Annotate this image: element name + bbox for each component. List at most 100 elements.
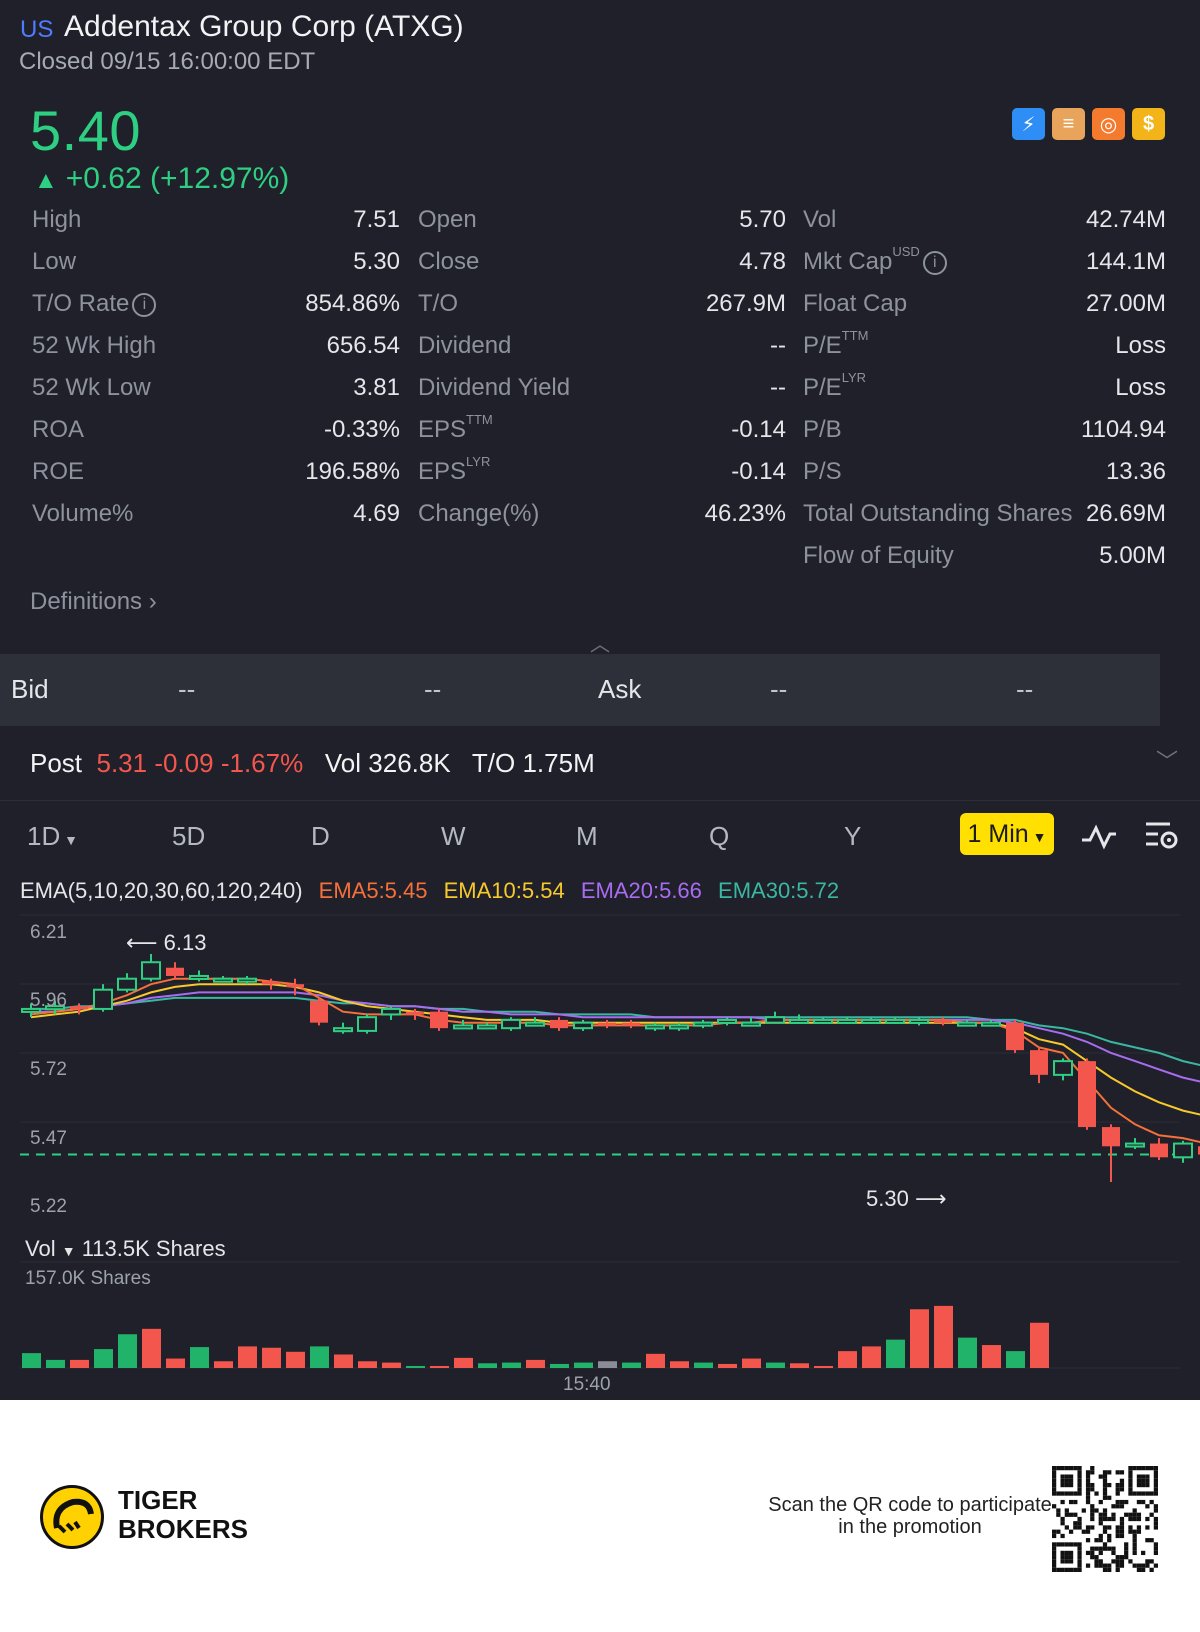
qr-module: [1068, 1499, 1074, 1505]
qr-module: [1132, 1516, 1137, 1522]
interval-label: 1 Min: [967, 820, 1029, 848]
qr-module: [1094, 1508, 1099, 1513]
tab-5d[interactable]: 5D: [172, 821, 206, 851]
candle-body: [789, 1018, 809, 1024]
qr-module: [1077, 1516, 1082, 1522]
qr-module: [1060, 1474, 1065, 1479]
qr-module: [1153, 1550, 1158, 1556]
post-market-row[interactable]: Post 5.31 -0.09 -1.67% Vol 326.8K T/O 1.…: [30, 748, 595, 779]
flash-icon[interactable]: ⚡: [1012, 108, 1045, 140]
usd-sup: USD: [892, 244, 920, 259]
stat-value: -0.33%: [323, 416, 400, 443]
y-tick-label: 6.21: [30, 922, 67, 943]
stat-label: EPS: [418, 458, 467, 485]
stats-row: ROE 196.58% EPSLYR -0.14 P/S 13.36: [0, 454, 1200, 488]
qr-module: [1119, 1499, 1125, 1505]
stats-row: 52 Wk Low 3.81 Dividend Yield -- P/ELYR …: [0, 370, 1200, 404]
tab-q[interactable]: Q: [709, 821, 730, 851]
volume-bar: [670, 1361, 689, 1368]
stat-label: Mkt Cap: [803, 248, 893, 275]
qr-module: [1060, 1478, 1065, 1483]
qr-module: [1136, 1482, 1142, 1488]
stats-row: Flow of Equity 5.00M: [0, 542, 1200, 572]
qr-module: [1077, 1563, 1082, 1568]
stat-label: Vol: [803, 206, 837, 233]
candle-body: [166, 967, 184, 976]
qr-module: [1136, 1516, 1142, 1522]
qr-module: [1052, 1474, 1057, 1479]
stat-label: EPS: [418, 416, 467, 443]
volume-bar: [142, 1328, 161, 1368]
candle-body: [957, 1021, 977, 1027]
caret-down-icon: ▼: [60, 832, 78, 848]
qr-module: [1052, 1550, 1057, 1556]
volume-bar: [238, 1346, 257, 1368]
qr-module: [1073, 1499, 1078, 1505]
qr-module: [1085, 1470, 1091, 1475]
stats-row: ROA -0.33% EPSTTM -0.14 P/B 1104.94: [0, 412, 1200, 446]
tab-y[interactable]: Y: [844, 821, 862, 851]
qr-module: [1052, 1470, 1057, 1475]
qr-module: [1111, 1546, 1116, 1551]
qr-module: [1153, 1508, 1158, 1513]
stat-label: Float Cap: [803, 290, 908, 317]
qr-module: [1107, 1538, 1112, 1543]
qr-module: [1124, 1550, 1129, 1556]
tab-1d[interactable]: 1D ▼: [27, 821, 78, 852]
qr-module: [1085, 1482, 1091, 1488]
high-marker: ⟵ 6.13: [126, 930, 207, 956]
candle-body: [117, 977, 137, 991]
chevron-right-icon: ›: [148, 588, 157, 615]
info-icon[interactable]: i: [132, 292, 157, 317]
qr-module: [1098, 1512, 1103, 1517]
indicator-icon[interactable]: [1080, 820, 1118, 850]
promo-text: Scan the QR code to participate in the p…: [768, 1494, 1052, 1538]
ttm-sup: TTM: [466, 412, 493, 427]
volume-bar: [430, 1365, 449, 1368]
candle-body: [1150, 1143, 1168, 1158]
qr-module: [1052, 1533, 1057, 1539]
qr-module: [1060, 1533, 1065, 1539]
qr-module: [1052, 1542, 1057, 1547]
ema-legend[interactable]: EMA(5,10,20,30,60,120,240) EMA5:5.45 EMA…: [20, 878, 849, 904]
qr-module: [1153, 1546, 1158, 1551]
stat-label: P/B: [803, 416, 842, 443]
y-tick-label: 5.22: [30, 1196, 67, 1217]
volume-bar: [166, 1358, 185, 1368]
ask-price: --: [770, 674, 788, 704]
tab-d[interactable]: D: [311, 821, 330, 851]
definitions-link[interactable]: Definitions ›: [30, 588, 157, 616]
tab-w[interactable]: W: [441, 821, 466, 851]
qr-module: [1107, 1516, 1112, 1522]
qr-module: [1052, 1559, 1057, 1564]
interval-select[interactable]: 1 Min ▼: [960, 813, 1054, 855]
qr-code-icon[interactable]: [1052, 1466, 1158, 1572]
tab-m[interactable]: M: [576, 821, 598, 851]
qr-module: [1056, 1542, 1061, 1547]
qr-module: [1153, 1521, 1158, 1526]
qr-module: [1128, 1466, 1133, 1471]
chart-settings-icon[interactable]: [1144, 818, 1180, 852]
qr-module: [1085, 1499, 1091, 1505]
vol-current: 113.5K Shares: [81, 1236, 226, 1261]
qr-module: [1124, 1542, 1129, 1547]
stat-value: Loss: [1115, 374, 1166, 401]
chevron-down-icon[interactable]: ﹀: [1156, 749, 1179, 774]
qr-module: [1115, 1525, 1120, 1530]
ema5-label: EMA5:5.45: [318, 878, 428, 903]
volume-legend[interactable]: Vol ▼ 113.5K Shares: [25, 1236, 226, 1262]
candle-body: [213, 977, 233, 983]
qr-module: [1145, 1559, 1150, 1564]
chevron-up-icon[interactable]: ︿: [590, 634, 610, 656]
qr-module: [1102, 1529, 1108, 1534]
price-chart[interactable]: [0, 900, 1200, 1400]
stack-icon[interactable]: ≡: [1052, 108, 1085, 140]
qr-module: [1132, 1508, 1137, 1513]
dollar-icon[interactable]: $: [1132, 108, 1165, 140]
post-price: 5.31: [96, 748, 148, 778]
qr-module: [1102, 1563, 1108, 1568]
stat-label: ROA: [32, 416, 85, 443]
qr-module: [1128, 1470, 1133, 1475]
info-icon[interactable]: i: [922, 250, 947, 275]
options-icon[interactable]: ◎: [1092, 108, 1125, 140]
